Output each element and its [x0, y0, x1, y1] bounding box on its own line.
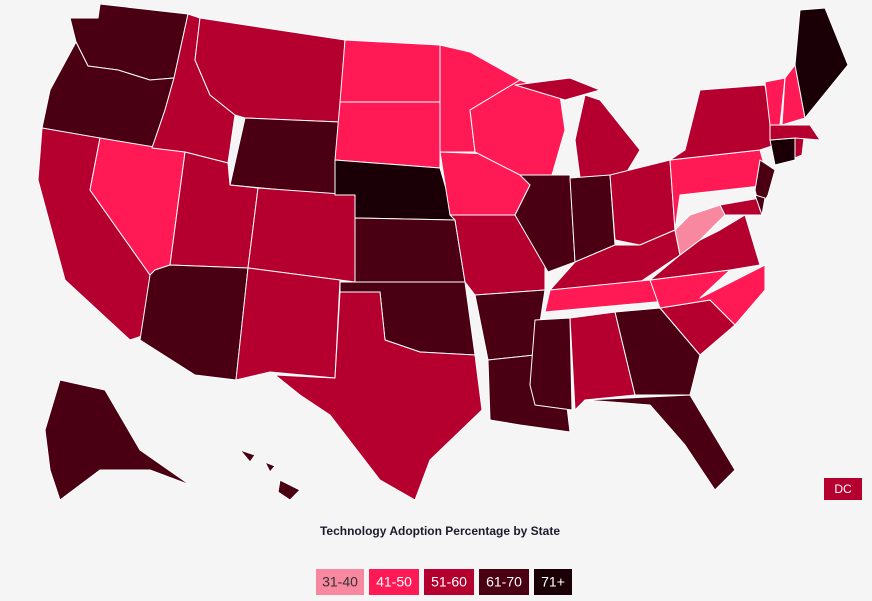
state: [274, 291, 483, 501]
state: [239, 449, 301, 501]
state: [569, 311, 636, 411]
legend-label: 51-60: [431, 574, 467, 590]
state: [794, 7, 849, 119]
legend-swatch: [534, 569, 572, 595]
legend-label: 41-50: [376, 574, 412, 590]
legend-swatch: [316, 569, 364, 595]
state: [719, 197, 763, 216]
state: [469, 79, 566, 176]
state: [529, 317, 573, 411]
legend: 31-40 41-50 51-60 61-70 71+: [316, 569, 572, 595]
state: [584, 394, 736, 491]
state: [794, 137, 805, 159]
state: [339, 39, 441, 103]
state: [764, 77, 786, 126]
legend-label: 31-40: [322, 574, 358, 590]
state: [235, 267, 341, 381]
legend-swatch: [424, 569, 474, 595]
state: [609, 159, 676, 246]
state: [514, 174, 576, 273]
state: [769, 137, 796, 166]
legend-swatch: [479, 569, 529, 595]
state: [769, 124, 821, 141]
state: [334, 101, 441, 169]
state: [354, 217, 466, 283]
dc-box: [824, 478, 862, 500]
map-title: Technology Adoption Percentage by State: [320, 524, 560, 538]
state: [614, 307, 701, 396]
legend-label: 71+: [541, 574, 565, 590]
state: [139, 264, 249, 381]
state: [649, 214, 761, 281]
legend-swatch: [369, 569, 419, 595]
state: [669, 84, 776, 161]
state: [229, 117, 341, 196]
legend-label: 61-70: [486, 574, 522, 590]
state: [754, 194, 766, 216]
states: [37, 3, 849, 501]
state: [247, 187, 356, 283]
state: [44, 379, 191, 501]
dc-label: DC: [834, 482, 852, 496]
